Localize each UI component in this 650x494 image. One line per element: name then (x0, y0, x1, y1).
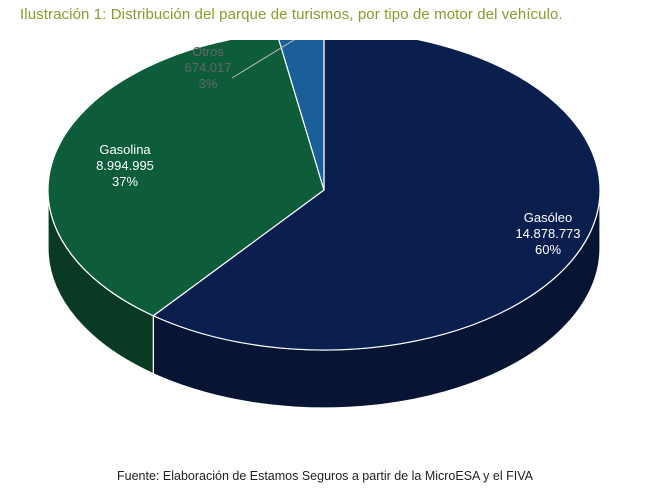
pie-slice-gasolina (47, 40, 325, 317)
pie-otros-label-value: 674.017 (185, 60, 232, 75)
pie-slice-gasoleo (152, 40, 601, 351)
pie-otros-label-name: Otros (192, 44, 224, 59)
pie-gasoleo-label-name: Gasóleo (524, 210, 572, 225)
pie-tops (47, 40, 601, 351)
chart-title: Ilustración 1: Distribución del parque d… (20, 6, 563, 23)
pie-gasolina-label-value: 8.994.995 (96, 158, 154, 173)
pie-slice-otros (278, 40, 325, 191)
chart-source: Fuente: Elaboración de Estamos Seguros a… (117, 469, 533, 483)
pie-gasolina-label-name: Gasolina (99, 142, 151, 157)
pie-otros-label-percent: 3% (199, 76, 218, 91)
pie-gasoleo-label-value: 14.878.773 (515, 226, 580, 241)
pie-gasolina-label-percent: 37% (112, 174, 138, 189)
pie-otros-leader-line (231, 40, 295, 79)
pie-gasoleo-label-percent: 60% (535, 242, 561, 257)
